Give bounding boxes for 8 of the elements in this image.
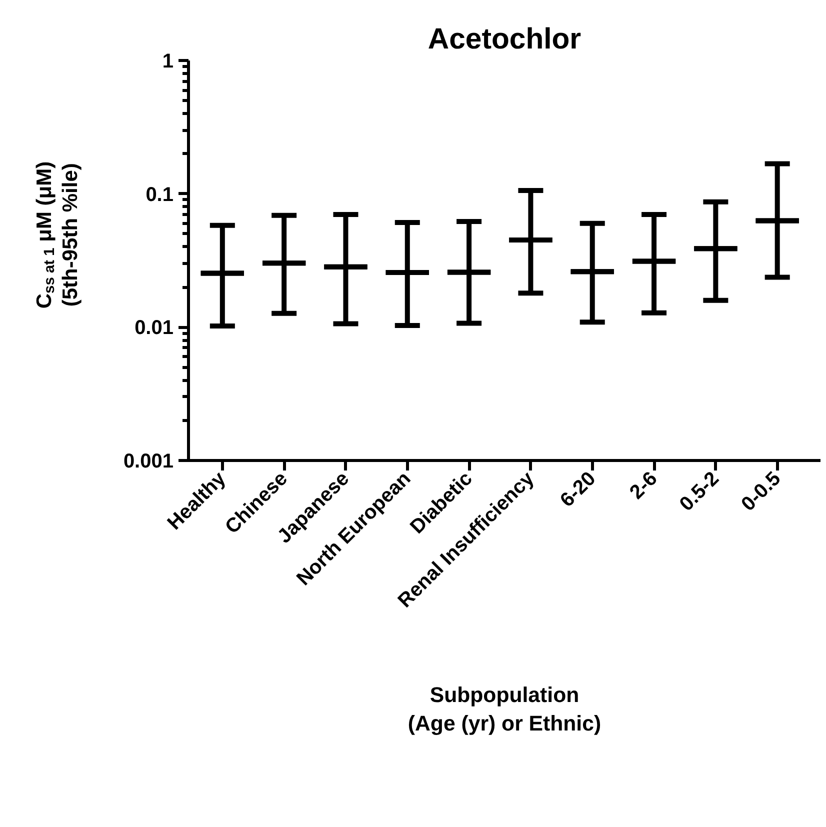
y-tick-label: 1	[162, 50, 174, 72]
y-tick-label: 0.1	[146, 184, 174, 206]
chart-title: Acetochlor	[428, 22, 582, 56]
y-tick-label: 0.001	[123, 450, 174, 472]
y-tick-label: 0.01	[134, 317, 174, 340]
x-tick-label: 2-6	[626, 468, 662, 504]
x-tick-label: 6-20	[556, 468, 600, 512]
x-axis-title: Subpopulation (Age (yr) or Ethnic)	[408, 682, 602, 736]
